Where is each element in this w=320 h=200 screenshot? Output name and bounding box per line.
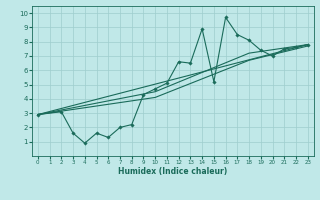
X-axis label: Humidex (Indice chaleur): Humidex (Indice chaleur) [118,167,228,176]
